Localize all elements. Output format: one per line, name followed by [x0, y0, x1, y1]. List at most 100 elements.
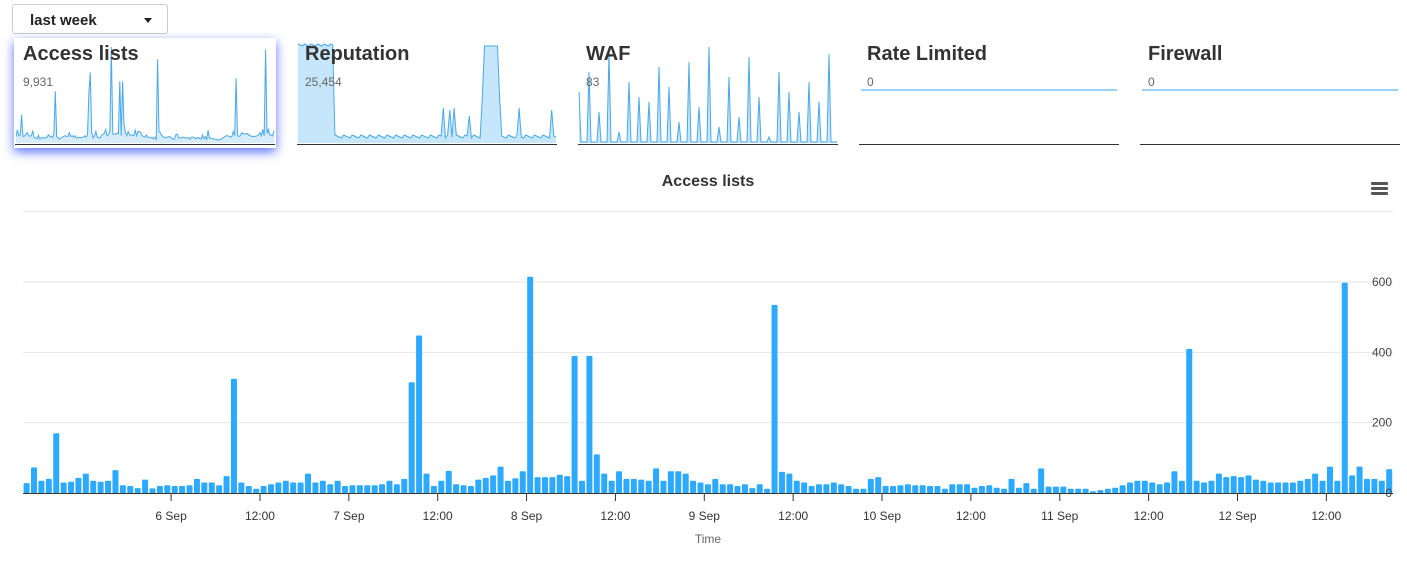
chart-bar — [475, 479, 482, 493]
chart-bar — [23, 483, 30, 493]
chart-bar — [1112, 487, 1119, 493]
chart-bar — [986, 485, 993, 493]
card-title: WAF — [586, 43, 631, 65]
chart-bar — [993, 487, 1000, 493]
chart-bar — [1341, 282, 1348, 493]
chart-bar — [793, 480, 800, 493]
card-rate-limited[interactable]: Rate Limited 0 — [858, 38, 1120, 148]
chart-bar — [1378, 480, 1385, 493]
rate-limited-sparkline — [859, 89, 1119, 145]
chart-bar — [1275, 482, 1282, 493]
chart-bar — [527, 276, 534, 493]
chart-bar — [556, 474, 563, 493]
chart-bar — [1134, 480, 1141, 493]
chart-bar — [45, 478, 52, 493]
chart-bar — [1334, 480, 1341, 493]
chart-bar — [438, 480, 445, 493]
chart-bar — [838, 484, 845, 493]
chart-bar — [623, 478, 630, 493]
chart-bar — [193, 478, 200, 493]
x-tick-label: 12 Sep — [1218, 509, 1256, 523]
chart-bar — [364, 485, 371, 493]
chart-bar — [1349, 475, 1356, 493]
chart-bar — [105, 480, 112, 493]
chart-bar — [1104, 488, 1111, 493]
chart-bar — [971, 487, 978, 493]
chart-bar — [719, 484, 726, 493]
chart-bar — [460, 485, 467, 493]
chart-bar — [1149, 482, 1156, 493]
chart-bar — [75, 477, 82, 493]
chart-bar — [616, 471, 623, 493]
card-access-lists[interactable]: Access lists 9,931 — [14, 38, 276, 148]
chart-bar — [275, 482, 282, 493]
card-waf[interactable]: WAF 83 — [577, 38, 839, 148]
sparkline-area — [298, 44, 556, 143]
chart-bar — [890, 485, 897, 493]
chart-bar — [423, 473, 430, 493]
chart-bar — [897, 485, 904, 493]
chart-bar — [927, 485, 934, 493]
access-lists-sparkline — [15, 46, 275, 145]
chart-bar — [882, 485, 889, 493]
chart-bar — [956, 484, 963, 493]
card-title: Reputation — [305, 43, 410, 65]
hamburger-menu-icon[interactable] — [1369, 180, 1391, 198]
card-value: 83 — [586, 75, 600, 89]
y-tick-label: 400 — [1372, 345, 1392, 359]
chart-bar — [764, 488, 771, 493]
chart-bar — [112, 470, 119, 493]
chart-bar — [134, 488, 141, 493]
firewall-sparkline — [1140, 89, 1400, 145]
chart-bar — [1141, 480, 1148, 493]
chart-bar — [297, 482, 304, 493]
chart-bar — [1008, 478, 1015, 493]
x-tick-label: 7 Sep — [333, 509, 365, 523]
x-tick-label: 12:00 — [1311, 509, 1341, 523]
chart-bar — [245, 485, 252, 493]
x-tick-label: 9 Sep — [689, 509, 721, 523]
chart-bar — [682, 473, 689, 493]
chart-bar — [756, 484, 763, 493]
chart-bar — [964, 484, 971, 493]
card-reputation[interactable]: Reputation 25,454 — [296, 38, 558, 148]
chart-bar — [1171, 471, 1178, 493]
chart-bar — [875, 477, 882, 493]
chart-bar — [667, 471, 674, 493]
chart-bar — [1238, 477, 1245, 493]
chart-bar — [31, 467, 38, 493]
chart-bar — [697, 482, 704, 493]
y-tick-label: 200 — [1372, 416, 1392, 430]
chart-bar — [453, 484, 460, 493]
chart-bar — [179, 485, 186, 493]
chart-bar — [290, 482, 297, 493]
chart-bar — [201, 482, 208, 493]
chart-bar — [1186, 348, 1193, 493]
chart-bar — [342, 485, 349, 493]
chart-bar — [586, 355, 593, 493]
chart-bar — [734, 485, 741, 493]
chart-bar — [549, 477, 556, 493]
chart-bar — [564, 476, 571, 493]
chart-bar — [593, 454, 600, 493]
chart-bar — [534, 477, 541, 493]
x-tick-label: 11 Sep — [1041, 509, 1078, 523]
x-tick-label: 6 Sep — [155, 509, 187, 523]
chart-bar — [82, 473, 89, 493]
chart-bar — [467, 485, 474, 493]
chart-bar — [1319, 480, 1326, 493]
chart-bar — [904, 484, 911, 493]
card-firewall[interactable]: Firewall 0 — [1139, 38, 1401, 148]
chart-bar — [660, 480, 667, 493]
period-dropdown[interactable]: last week — [12, 4, 168, 34]
chart-bar — [253, 488, 260, 493]
chart-bar — [371, 485, 378, 493]
chart-bar — [223, 476, 230, 493]
chart-bar — [1119, 485, 1126, 493]
chart-bar — [608, 480, 615, 493]
x-tick-label: 12:00 — [245, 509, 275, 523]
card-title: Access lists — [23, 43, 139, 65]
chart-bar — [1363, 478, 1370, 493]
chart-bar — [1052, 486, 1059, 493]
chart-bar — [230, 378, 237, 493]
